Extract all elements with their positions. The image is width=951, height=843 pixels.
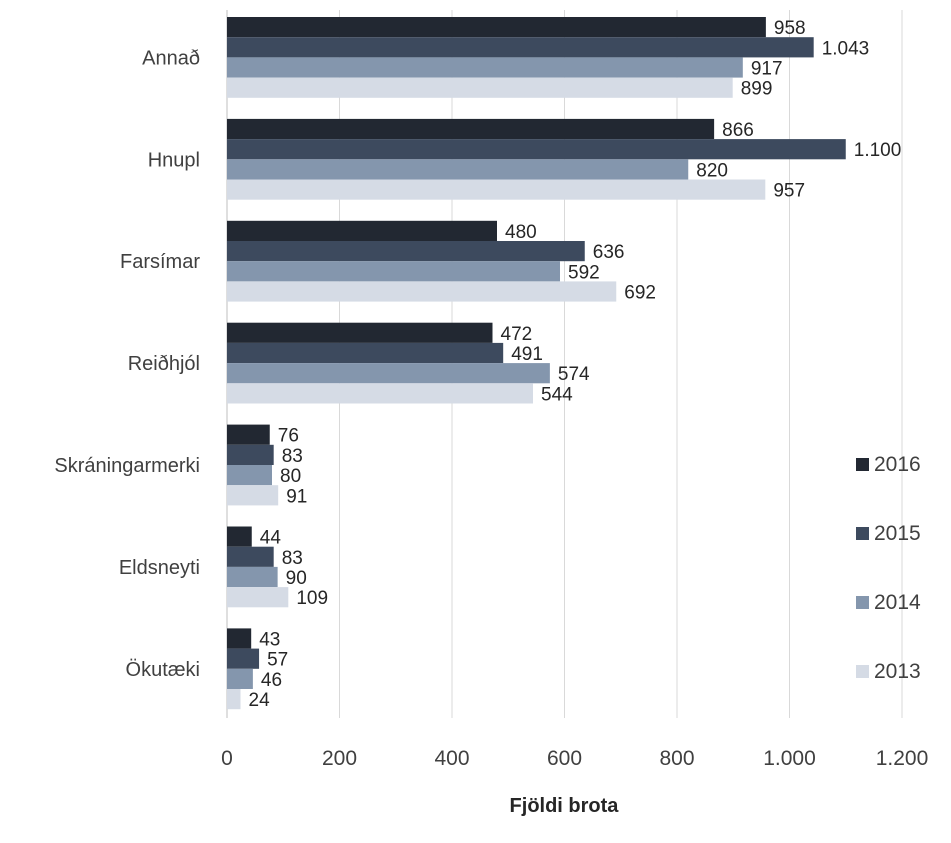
category-label: Farsímar [120, 251, 200, 273]
bar [227, 546, 274, 567]
data-label: 109 [296, 588, 328, 609]
bar [227, 261, 560, 282]
category-labels: Annað Hnupl Farsímar Reiðhjól Skráningarmerk… [54, 47, 200, 680]
bar [227, 17, 766, 38]
data-label: 574 [558, 364, 590, 385]
data-label: 83 [282, 446, 303, 467]
data-label: 91 [286, 486, 307, 507]
category-label: Skráningarmerki [54, 455, 200, 477]
bar [227, 444, 274, 465]
bar [227, 689, 241, 710]
data-label: 544 [541, 384, 573, 405]
data-label: 958 [774, 18, 806, 39]
data-label: 43 [259, 630, 280, 651]
x-axis-title: Fjöldi brota [510, 795, 620, 817]
data-label: 46 [261, 670, 282, 691]
bar [227, 628, 252, 649]
data-label: 90 [286, 568, 307, 589]
data-label: 480 [505, 222, 537, 243]
data-label: 76 [278, 426, 299, 447]
legend-swatch [856, 458, 869, 471]
x-tick-label: 200 [322, 747, 357, 770]
x-tick-label: 800 [659, 747, 694, 770]
data-label: 472 [501, 324, 533, 345]
legend-label: 2013 [874, 660, 921, 683]
bar [227, 57, 743, 78]
bar [227, 159, 689, 180]
data-label: 957 [773, 181, 805, 202]
category-label: Eldsneyti [119, 557, 200, 579]
x-tick-label: 1.000 [763, 747, 816, 770]
data-label: 44 [260, 528, 282, 549]
data-label: 80 [280, 466, 301, 487]
data-label: 83 [282, 548, 303, 569]
x-tick-label: 400 [434, 747, 469, 770]
category-label: Hnupl [148, 149, 200, 171]
bar [227, 139, 846, 160]
x-tick-label: 0 [221, 747, 233, 770]
bar [227, 77, 733, 98]
bar [227, 342, 504, 364]
x-tick-label: 600 [547, 747, 582, 770]
data-label: 820 [696, 160, 728, 181]
bar [227, 37, 814, 58]
bar [227, 648, 260, 669]
bar [227, 118, 715, 140]
x-tick-labels: 0 200 400 600 800 1.000 1.200 [221, 747, 928, 770]
bar [227, 363, 550, 384]
legend-swatch [856, 665, 869, 678]
bar [227, 465, 272, 486]
bar [227, 220, 497, 241]
data-label: 1.043 [822, 38, 870, 59]
data-label: 692 [624, 283, 656, 304]
data-label: 899 [741, 79, 773, 100]
bar [227, 587, 289, 608]
data-label: 1.100 [854, 140, 902, 161]
bar [227, 179, 766, 200]
category-label: Reiðhjól [128, 353, 200, 375]
x-tick-label: 1.200 [876, 747, 929, 770]
bar [227, 668, 253, 689]
data-label: 592 [568, 262, 600, 283]
bar [227, 424, 270, 445]
data-label: 491 [511, 344, 543, 365]
bar [227, 485, 279, 506]
data-label: 57 [267, 650, 288, 671]
bars [227, 17, 846, 710]
legend-label: 2014 [874, 591, 921, 614]
bar [227, 566, 278, 588]
legend-swatch [856, 527, 869, 540]
legend-swatch [856, 596, 869, 609]
bar [227, 241, 585, 262]
bar [227, 322, 493, 343]
data-label: 636 [593, 242, 625, 263]
legend-label: 2015 [874, 522, 921, 545]
data-label: 917 [751, 59, 783, 80]
bar [227, 526, 252, 547]
bar [227, 383, 533, 404]
category-label: Annað [142, 47, 200, 69]
bar [227, 281, 617, 302]
legend: 2016 2015 2014 2013 [856, 453, 921, 683]
category-label: Ökutæki [126, 659, 200, 681]
legend-label: 2016 [874, 453, 921, 476]
data-label: 866 [722, 120, 754, 141]
data-label: 24 [249, 690, 271, 711]
